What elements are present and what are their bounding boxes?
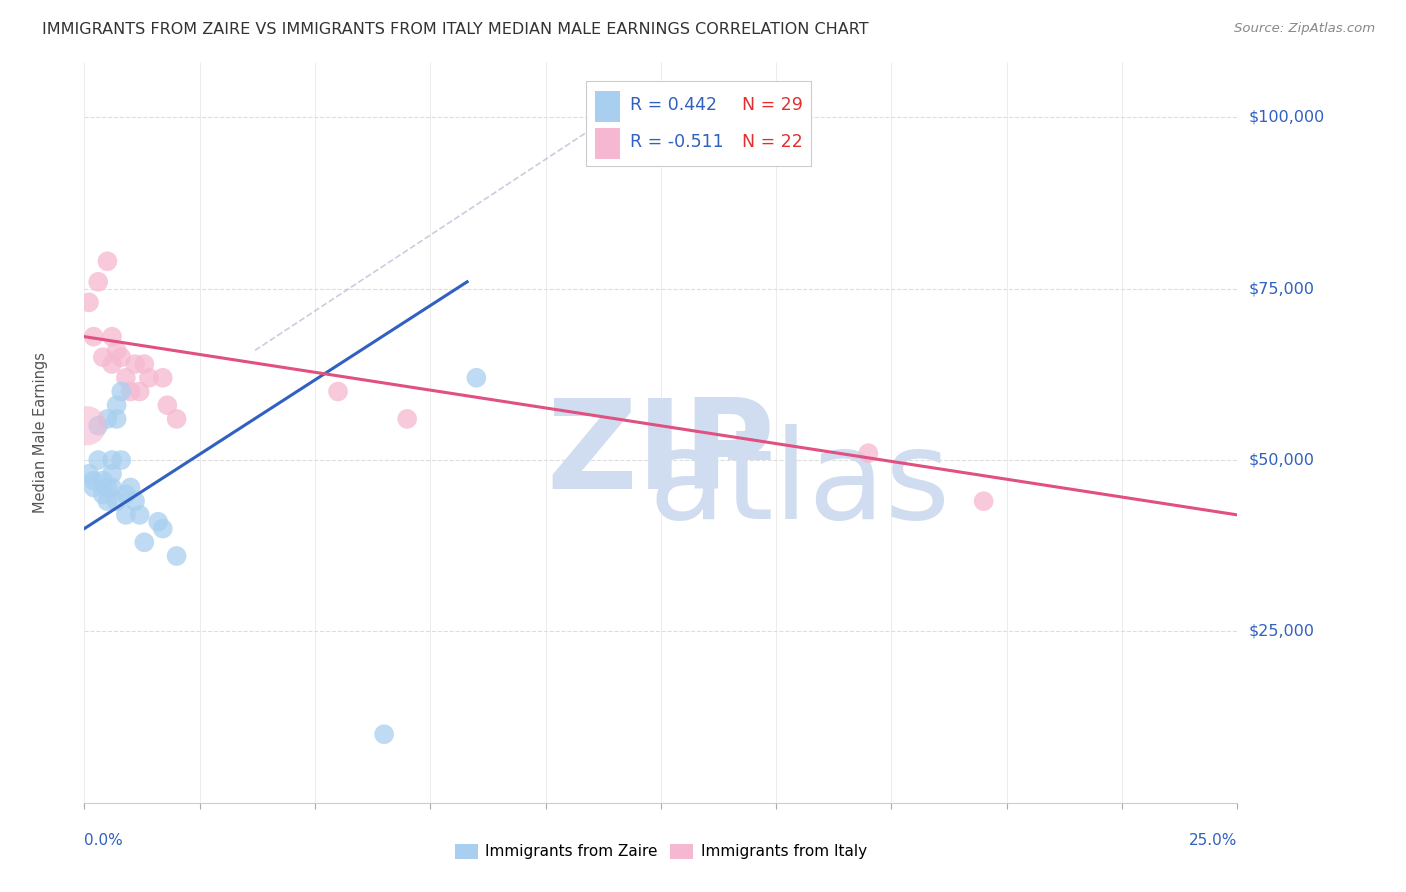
Point (101, 467, 124, 481)
Point (96, 254, 118, 268)
Point (105, 412, 128, 426)
Text: Source: ZipAtlas.com: Source: ZipAtlas.com (1234, 22, 1375, 36)
Point (115, 508, 138, 522)
Point (146, 515, 169, 529)
Legend: Immigrants from Zaire, Immigrants from Italy: Immigrants from Zaire, Immigrants from I… (449, 838, 873, 865)
Point (87, 418, 110, 433)
Text: R = -0.511: R = -0.511 (630, 134, 723, 152)
Point (83, 480, 105, 494)
Text: R = 0.442: R = 0.442 (630, 96, 717, 114)
Point (83, 329, 105, 343)
Point (128, 384, 150, 399)
Point (96, 480, 118, 494)
Point (87, 275, 110, 289)
Point (101, 357, 124, 371)
Point (124, 494, 146, 508)
Text: ZIP: ZIP (547, 394, 775, 516)
Point (110, 453, 132, 467)
Text: $75,000: $75,000 (1249, 281, 1315, 296)
Point (396, 412, 419, 426)
Text: N = 29: N = 29 (741, 96, 803, 114)
Point (326, 384, 349, 399)
Point (138, 371, 160, 385)
Point (156, 398, 179, 412)
Point (115, 487, 138, 501)
Point (96, 412, 118, 426)
Point (465, 371, 488, 385)
Point (134, 535, 156, 549)
Point (105, 398, 128, 412)
Point (101, 453, 124, 467)
Point (120, 384, 142, 399)
Point (105, 494, 128, 508)
FancyBboxPatch shape (595, 91, 620, 121)
Text: atlas: atlas (648, 424, 950, 545)
Point (152, 522, 174, 536)
FancyBboxPatch shape (586, 81, 811, 166)
Point (373, 727, 395, 741)
Point (76, 418, 98, 433)
Point (101, 329, 124, 343)
Point (91, 350, 114, 364)
FancyBboxPatch shape (595, 128, 620, 159)
Point (77, 295, 100, 310)
Point (128, 508, 150, 522)
Point (166, 412, 188, 426)
Point (858, 446, 880, 460)
Point (115, 371, 138, 385)
Point (152, 371, 174, 385)
Point (91, 474, 114, 488)
Text: 0.0%: 0.0% (84, 833, 124, 848)
Text: IMMIGRANTS FROM ZAIRE VS IMMIGRANTS FROM ITALY MEDIAN MALE EARNINGS CORRELATION : IMMIGRANTS FROM ZAIRE VS IMMIGRANTS FROM… (42, 22, 869, 37)
Text: $100,000: $100,000 (1249, 110, 1324, 125)
Point (77, 467, 100, 481)
Point (110, 350, 132, 364)
Point (91, 487, 114, 501)
Point (120, 480, 142, 494)
Point (87, 453, 110, 467)
Point (110, 384, 132, 399)
Text: $50,000: $50,000 (1249, 452, 1315, 467)
Text: N = 22: N = 22 (741, 134, 803, 152)
Point (96, 494, 118, 508)
Point (124, 357, 146, 371)
Point (166, 549, 188, 563)
Point (973, 494, 995, 508)
Text: 25.0%: 25.0% (1189, 833, 1237, 848)
Point (105, 343, 128, 358)
Point (101, 480, 124, 494)
Text: $25,000: $25,000 (1249, 624, 1315, 639)
Point (134, 357, 156, 371)
Point (83, 474, 105, 488)
Text: Median Male Earnings: Median Male Earnings (34, 352, 48, 513)
